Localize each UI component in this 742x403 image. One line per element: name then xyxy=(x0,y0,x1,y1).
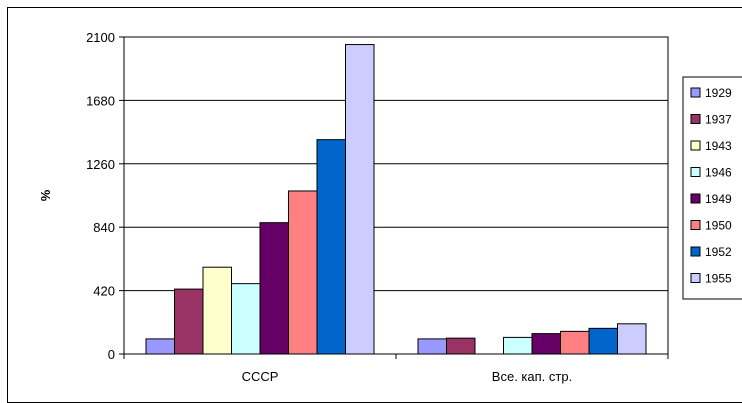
legend-swatch-1950 xyxy=(690,220,701,230)
legend: 1929 1937 1943 1946 1949 1950 1952 1955 xyxy=(682,76,742,300)
y-tick-label: 1260 xyxy=(86,157,115,172)
bar-1949-1 xyxy=(531,333,561,355)
bar-1937-1 xyxy=(446,337,476,355)
bars xyxy=(145,44,647,355)
bar-1950-0 xyxy=(288,190,318,355)
bar-1955-1 xyxy=(617,323,647,355)
bar-1955-0 xyxy=(345,44,375,355)
grid-lines xyxy=(124,36,668,292)
legend-label-1929: 1929 xyxy=(705,86,732,100)
legend-swatch-1955 xyxy=(690,273,701,283)
bar-1929-1 xyxy=(417,338,447,355)
bar-1952-1 xyxy=(588,327,618,355)
bar-1937-0 xyxy=(174,288,204,355)
y-axis-label: % xyxy=(38,189,53,201)
legend-label-1943: 1943 xyxy=(705,139,732,153)
legend-swatch-1946 xyxy=(690,167,701,177)
y-tick-label: 420 xyxy=(93,284,115,299)
legend-box xyxy=(682,76,742,300)
legend-swatch-1937 xyxy=(690,114,701,124)
bar-1950-1 xyxy=(560,330,590,355)
legend-label-1955: 1955 xyxy=(705,272,732,286)
y-tick-label: 1680 xyxy=(86,93,115,108)
y-tick-label: 840 xyxy=(93,220,115,235)
bar-1943-0 xyxy=(202,266,232,355)
legend-label-1949: 1949 xyxy=(705,192,732,206)
legend-label-1946: 1946 xyxy=(705,166,732,180)
bar-1952-0 xyxy=(316,139,346,355)
x-category-label: СССР xyxy=(242,369,279,384)
bar-1929-0 xyxy=(145,338,175,355)
legend-label-1952: 1952 xyxy=(705,245,732,259)
bar-1949-0 xyxy=(259,222,289,355)
x-axis: СССР Все. кап. стр. xyxy=(123,354,669,384)
bar-1946-1 xyxy=(503,336,533,355)
legend-swatch-1952 xyxy=(690,246,701,257)
legend-swatch-1929 xyxy=(690,87,701,98)
legend-label-1937: 1937 xyxy=(705,113,732,127)
legend-label-1950: 1950 xyxy=(705,219,732,233)
bar-1946-0 xyxy=(231,283,261,355)
y-tick-label: 0 xyxy=(108,347,115,362)
legend-swatch-1943 xyxy=(690,140,701,151)
x-category-label: Все. кап. стр. xyxy=(492,369,572,384)
y-axis: 0 420 840 1260 1680 2100 xyxy=(86,30,124,362)
legend-swatch-1949 xyxy=(690,193,701,204)
y-tick-label: 2100 xyxy=(86,30,115,45)
